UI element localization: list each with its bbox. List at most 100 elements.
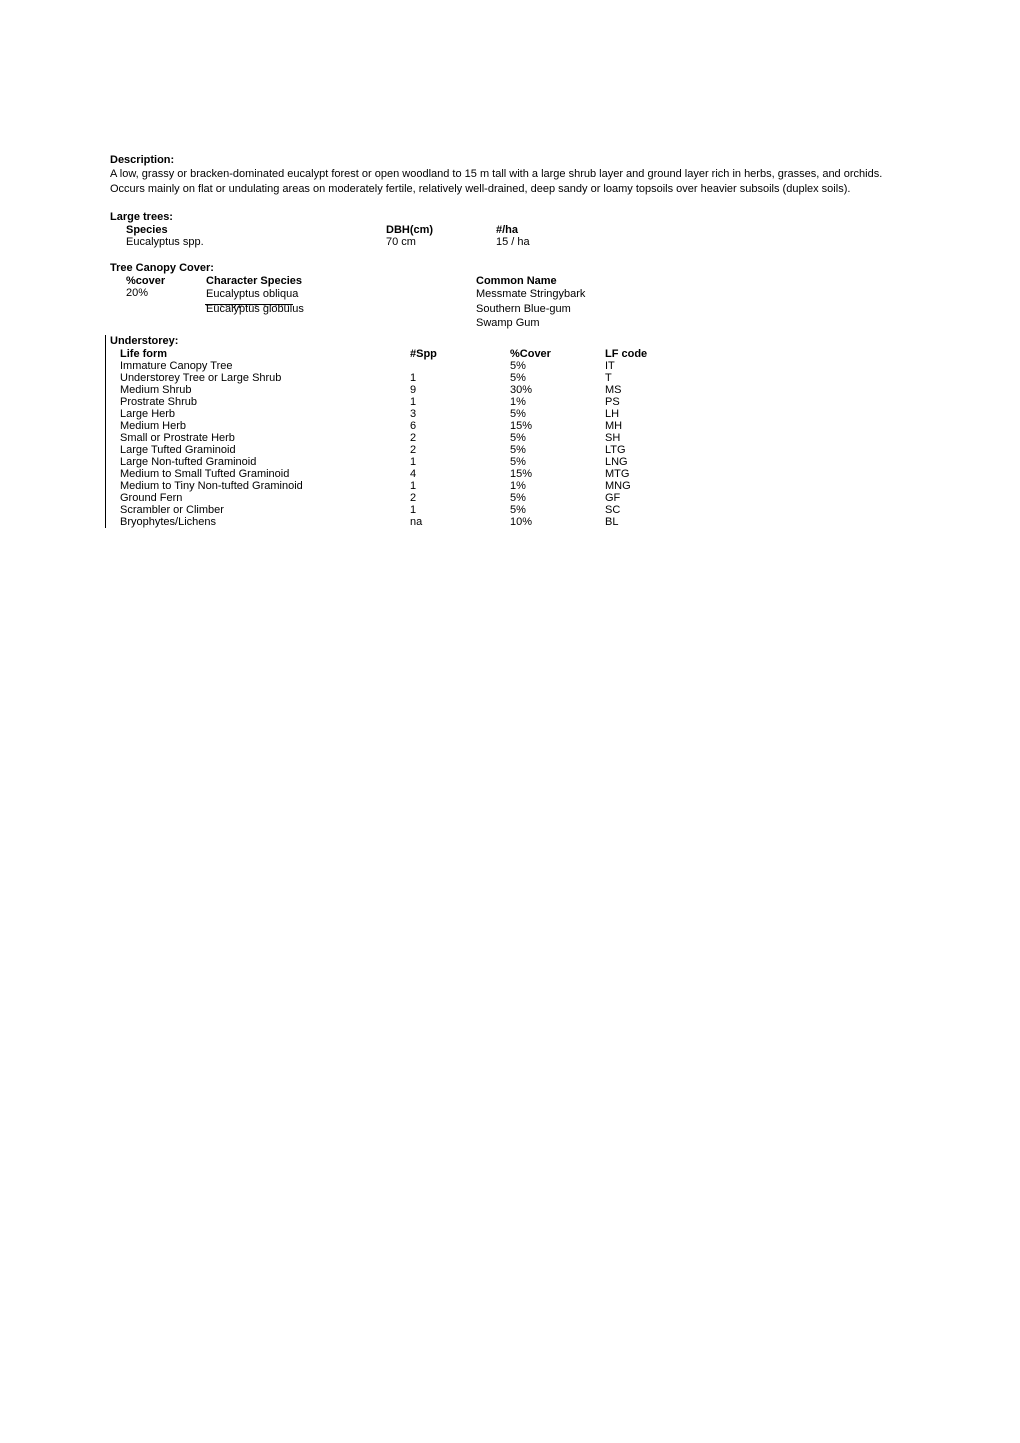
lifeform-header: Life form bbox=[120, 348, 410, 360]
common-name-list: Messmate Stringybark Southern Blue-gum S… bbox=[476, 287, 676, 332]
large-trees-data-row: Eucalyptus spp. 70 cm 15 / ha bbox=[126, 236, 910, 248]
common-name-2: Swamp Gum bbox=[476, 316, 676, 331]
understorey-block: Understorey: Life form #Spp %Cover LF co… bbox=[105, 335, 910, 528]
lifeform-cell: Understorey Tree or Large Shrub bbox=[120, 372, 410, 384]
lfcode-cell: LTG bbox=[605, 444, 685, 456]
cover-cell: 5% bbox=[510, 372, 605, 384]
species-header: Species bbox=[126, 224, 386, 236]
hha-value: 15 / ha bbox=[496, 236, 576, 248]
cover-cell: 5% bbox=[510, 492, 605, 504]
lifeform-cell: Medium Shrub bbox=[120, 384, 410, 396]
description-body: A low, grassy or bracken-dominated eucal… bbox=[110, 167, 910, 197]
understorey-row: Medium Herb615%MH bbox=[120, 420, 910, 432]
pcover-header: %cover bbox=[126, 275, 206, 287]
spp-cell: 4 bbox=[410, 468, 510, 480]
understorey-row: Understorey Tree or Large Shrub15%T bbox=[120, 372, 910, 384]
understorey-row: Small or Prostrate Herb25%SH bbox=[120, 432, 910, 444]
lfcode-cell: IT bbox=[605, 360, 685, 372]
lfcode-cell: MTG bbox=[605, 468, 685, 480]
pcover-value: 20% bbox=[126, 287, 206, 299]
lifeform-cell: Small or Prostrate Herb bbox=[120, 432, 410, 444]
spp-cell: na bbox=[410, 516, 510, 528]
lfcode-cell: BL bbox=[605, 516, 685, 528]
cover-cell: 5% bbox=[510, 432, 605, 444]
char-species-struck: Eucalyptus ovata bbox=[206, 304, 476, 310]
lifeform-cell: Medium to Small Tufted Graminoid bbox=[120, 468, 410, 480]
commonname-header: Common Name bbox=[476, 275, 676, 287]
understorey-row: Medium to Tiny Non-tufted Graminoid11%MN… bbox=[120, 480, 910, 492]
cover-cell: 15% bbox=[510, 468, 605, 480]
spp-cell: 3 bbox=[410, 408, 510, 420]
cover-cell: 15% bbox=[510, 420, 605, 432]
cover-cell: 5% bbox=[510, 360, 605, 372]
dbh-header: DBH(cm) bbox=[386, 224, 496, 236]
cover-header: %Cover bbox=[510, 348, 605, 360]
spp-cell: 2 bbox=[410, 492, 510, 504]
lifeform-cell: Ground Fern bbox=[120, 492, 410, 504]
lifeform-cell: Large Non-tufted Graminoid bbox=[120, 456, 410, 468]
spp-header: #Spp bbox=[410, 348, 510, 360]
spp-cell: 1 bbox=[410, 480, 510, 492]
spp-cell: 1 bbox=[410, 372, 510, 384]
spp-cell: 1 bbox=[410, 456, 510, 468]
lifeform-cell: Medium to Tiny Non-tufted Graminoid bbox=[120, 480, 410, 492]
understorey-rows-container: Immature Canopy Tree5%ITUnderstorey Tree… bbox=[110, 360, 910, 528]
lfcode-cell: SC bbox=[605, 504, 685, 516]
hha-header: #/ha bbox=[496, 224, 576, 236]
lifeform-cell: Medium Herb bbox=[120, 420, 410, 432]
spp-cell: 1 bbox=[410, 504, 510, 516]
lfcode-cell: PS bbox=[605, 396, 685, 408]
spp-cell: 1 bbox=[410, 396, 510, 408]
lfcode-cell: GF bbox=[605, 492, 685, 504]
lifeform-cell: Bryophytes/Lichens bbox=[120, 516, 410, 528]
understorey-row: Ground Fern25%GF bbox=[120, 492, 910, 504]
cover-cell: 30% bbox=[510, 384, 605, 396]
cover-cell: 1% bbox=[510, 480, 605, 492]
lifeform-cell: Large Tufted Graminoid bbox=[120, 444, 410, 456]
spp-cell: 2 bbox=[410, 432, 510, 444]
cover-cell: 5% bbox=[510, 408, 605, 420]
lfcode-cell: MS bbox=[605, 384, 685, 396]
large-trees-heading: Large trees: bbox=[110, 211, 910, 223]
canopy-data-row: 20% Eucalyptus obliqua Eucalyptus globul… bbox=[126, 287, 910, 332]
common-name-1: Southern Blue-gum bbox=[476, 302, 676, 317]
cover-cell: 5% bbox=[510, 444, 605, 456]
lfcode-header: LF code bbox=[605, 348, 685, 360]
spp-cell bbox=[410, 360, 510, 372]
cover-cell: 5% bbox=[510, 504, 605, 516]
lfcode-cell: LH bbox=[605, 408, 685, 420]
spp-cell: 6 bbox=[410, 420, 510, 432]
understorey-row: Large Non-tufted Graminoid15%LNG bbox=[120, 456, 910, 468]
strike-line: Eucalyptus ovata bbox=[205, 304, 293, 310]
understorey-row: Prostrate Shrub11%PS bbox=[120, 396, 910, 408]
cover-cell: 5% bbox=[510, 456, 605, 468]
lfcode-cell: LNG bbox=[605, 456, 685, 468]
understorey-heading: Understorey: bbox=[110, 335, 910, 347]
species-value: Eucalyptus spp. bbox=[126, 236, 386, 248]
understorey-row: Bryophytes/Lichensna10%BL bbox=[120, 516, 910, 528]
lfcode-cell: MH bbox=[605, 420, 685, 432]
lfcode-cell: SH bbox=[605, 432, 685, 444]
charspecies-header: Character Species bbox=[206, 275, 476, 287]
lifeform-cell: Immature Canopy Tree bbox=[120, 360, 410, 372]
lfcode-cell: T bbox=[605, 372, 685, 384]
lifeform-cell: Prostrate Shrub bbox=[120, 396, 410, 408]
canopy-heading: Tree Canopy Cover: bbox=[110, 262, 910, 274]
canopy-header-row: %cover Character Species Common Name bbox=[126, 275, 910, 287]
cover-cell: 10% bbox=[510, 516, 605, 528]
common-name-0: Messmate Stringybark bbox=[476, 287, 676, 302]
dbh-value: 70 cm bbox=[386, 236, 496, 248]
understorey-row: Medium to Small Tufted Graminoid415%MTG bbox=[120, 468, 910, 480]
understorey-row: Scrambler or Climber15%SC bbox=[120, 504, 910, 516]
char-species-0: Eucalyptus obliqua bbox=[206, 287, 476, 302]
lfcode-cell: MNG bbox=[605, 480, 685, 492]
understorey-row: Medium Shrub930%MS bbox=[120, 384, 910, 396]
large-trees-header-row: Species DBH(cm) #/ha bbox=[126, 224, 910, 236]
spp-cell: 9 bbox=[410, 384, 510, 396]
understorey-row: Immature Canopy Tree 5%IT bbox=[120, 360, 910, 372]
understorey-row: Large Tufted Graminoid25%LTG bbox=[120, 444, 910, 456]
lifeform-cell: Scrambler or Climber bbox=[120, 504, 410, 516]
description-heading: Description: bbox=[110, 154, 910, 166]
character-species-list: Eucalyptus obliqua Eucalyptus globulus E… bbox=[206, 287, 476, 311]
cover-cell: 1% bbox=[510, 396, 605, 408]
